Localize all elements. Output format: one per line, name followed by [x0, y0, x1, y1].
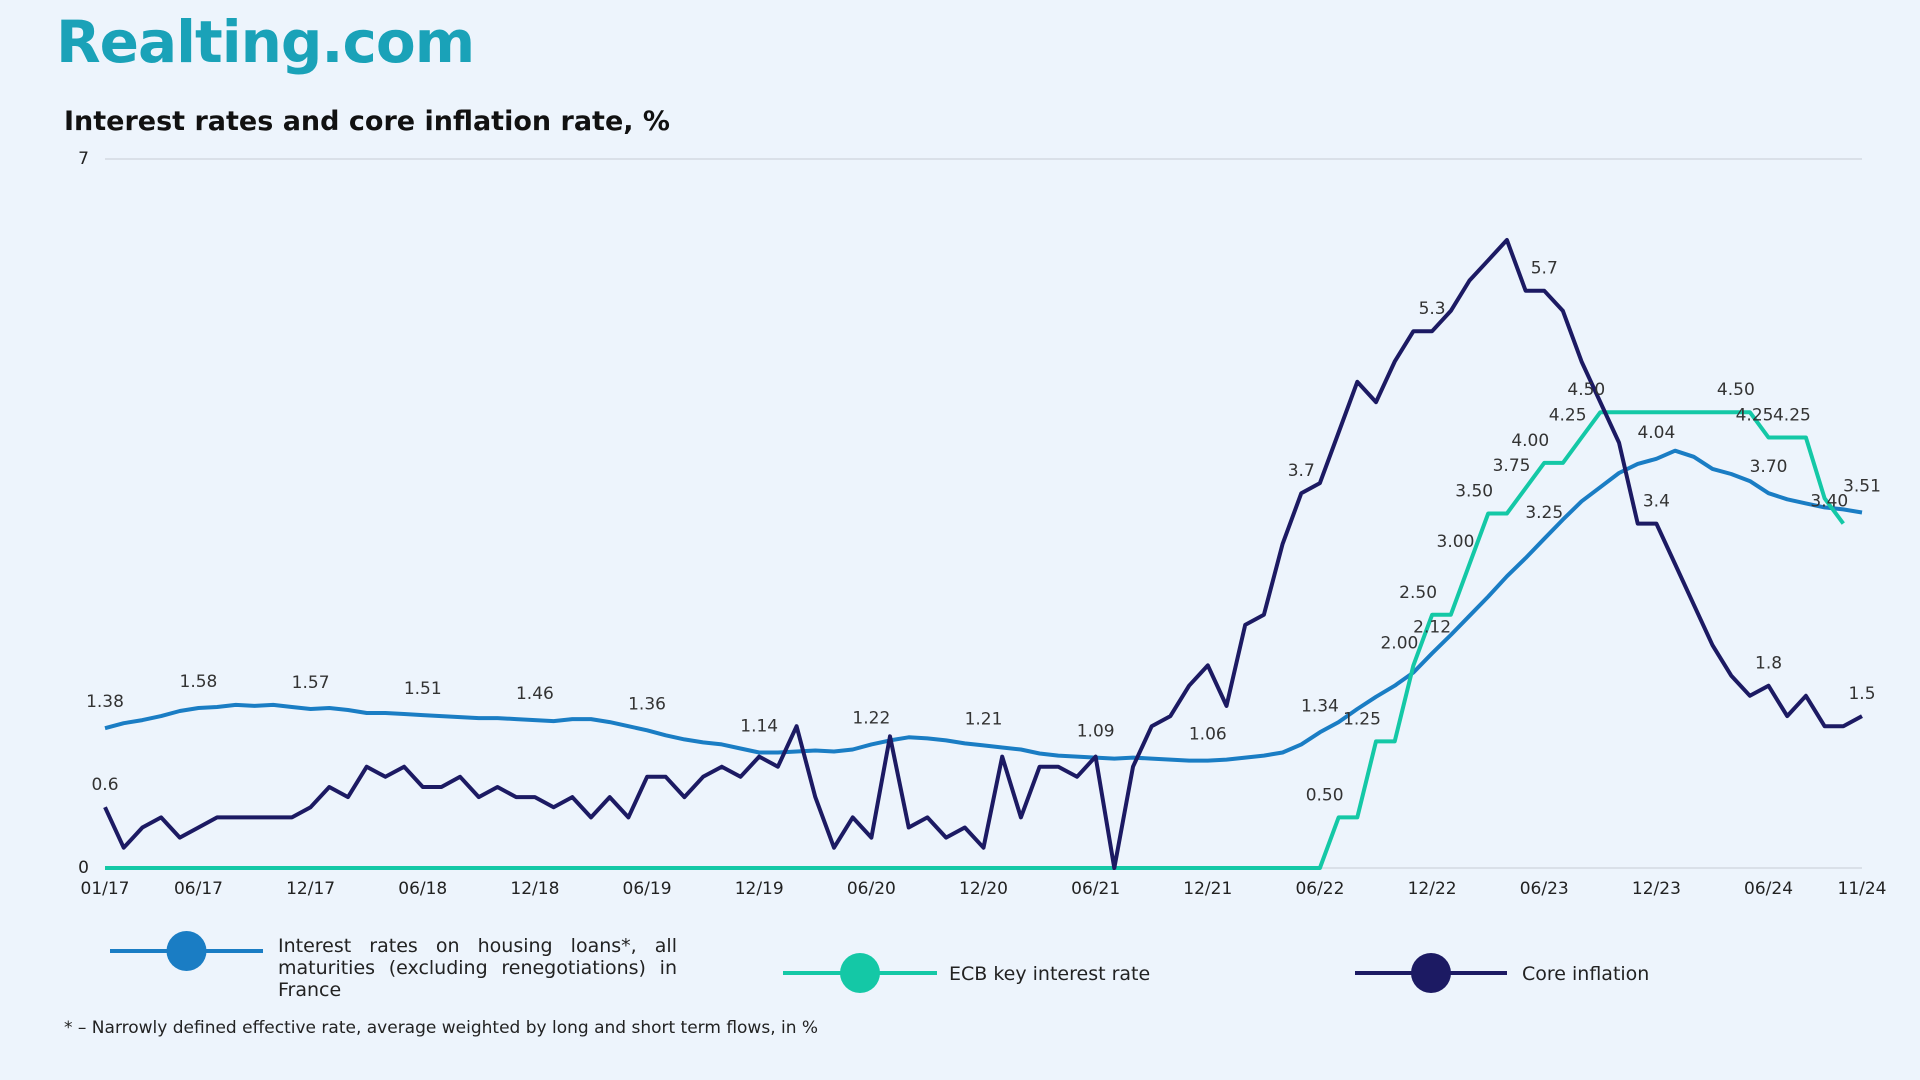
x-tick-label: 06/23	[1520, 879, 1569, 899]
data-label: 4.04	[1637, 423, 1675, 443]
data-label: 3.50	[1455, 482, 1493, 502]
x-tick-label: 12/19	[735, 879, 784, 899]
x-tick-label: 06/22	[1295, 879, 1344, 899]
data-label: 3.70	[1750, 457, 1788, 477]
data-label: 0.50	[1306, 785, 1344, 805]
data-label: 3.7	[1288, 461, 1315, 481]
data-label: 4.50	[1717, 380, 1755, 400]
data-label: 1.46	[516, 684, 554, 704]
data-label: 1.5	[1848, 684, 1875, 704]
data-label: 3.4	[1643, 492, 1670, 512]
legend-marker	[840, 953, 880, 993]
legend-marker	[1411, 953, 1451, 993]
data-label: 1.38	[86, 692, 124, 712]
legend-label: ECB key interest rate	[949, 963, 1151, 985]
data-label: 2.12	[1413, 617, 1451, 637]
legend-marker	[166, 931, 207, 971]
data-label: 3.25	[1525, 503, 1563, 523]
data-label: 1.8	[1755, 654, 1782, 674]
data-label: 1.58	[180, 672, 218, 692]
data-label: 4.00	[1511, 431, 1549, 451]
data-label: 5.3	[1419, 299, 1446, 319]
x-tick-label: 06/24	[1744, 879, 1793, 899]
data-label: 1.22	[852, 708, 890, 728]
footnote: * – Narrowly defined effective rate, ave…	[64, 1018, 819, 1038]
data-label: 1.21	[965, 709, 1003, 729]
x-tick-label: 12/23	[1632, 879, 1681, 899]
data-label: 4.25	[1736, 406, 1774, 426]
legend-label: Core inflation	[1522, 963, 1650, 985]
x-tick-label: 06/20	[847, 879, 896, 899]
y-tick-label: 7	[78, 149, 89, 169]
data-label: 3.75	[1493, 456, 1531, 476]
data-label: 0.6	[91, 775, 118, 795]
logo: Realting.com	[56, 8, 475, 76]
data-label: 1.09	[1077, 722, 1115, 742]
data-label: 4.50	[1567, 380, 1605, 400]
x-tick-label: 11/24	[1838, 879, 1887, 899]
data-label: 3.51	[1843, 476, 1881, 496]
data-label: 1.36	[628, 694, 666, 714]
data-label: 1.06	[1189, 725, 1227, 745]
series-line	[103, 238, 1863, 870]
x-tick-label: 01/17	[81, 879, 130, 899]
chart-title: Interest rates and core inflation rate, …	[64, 106, 670, 137]
data-label: 1.57	[292, 673, 330, 693]
x-tick-label: 06/21	[1071, 879, 1120, 899]
x-tick-label: 12/18	[510, 879, 559, 899]
x-tick-label: 12/20	[959, 879, 1008, 899]
data-label: 3.40	[1810, 492, 1848, 512]
legend-label: Interest rates on housing loans*, all ma…	[278, 935, 677, 1001]
x-tick-label: 12/21	[1183, 879, 1232, 899]
data-label: 1.34	[1301, 696, 1339, 716]
x-tick-label: 12/22	[1408, 879, 1457, 899]
data-label: 1.14	[740, 717, 778, 737]
x-tick-label: 06/19	[623, 879, 672, 899]
data-label: 1.51	[404, 679, 442, 699]
data-label: 4.25	[1773, 406, 1811, 426]
data-label: 5.7	[1531, 259, 1558, 279]
data-label: 3.00	[1437, 532, 1475, 552]
data-label: 2.00	[1380, 633, 1418, 653]
x-tick-label: 06/18	[398, 879, 447, 899]
x-tick-label: 06/17	[174, 879, 223, 899]
series-line	[104, 448, 1863, 763]
data-label: 2.50	[1399, 583, 1437, 603]
x-tick-label: 12/17	[286, 879, 335, 899]
data-label: 1.25	[1343, 709, 1381, 729]
data-label: 4.25	[1549, 406, 1587, 426]
series-line	[105, 410, 1845, 870]
y-tick-label: 0	[78, 858, 89, 878]
